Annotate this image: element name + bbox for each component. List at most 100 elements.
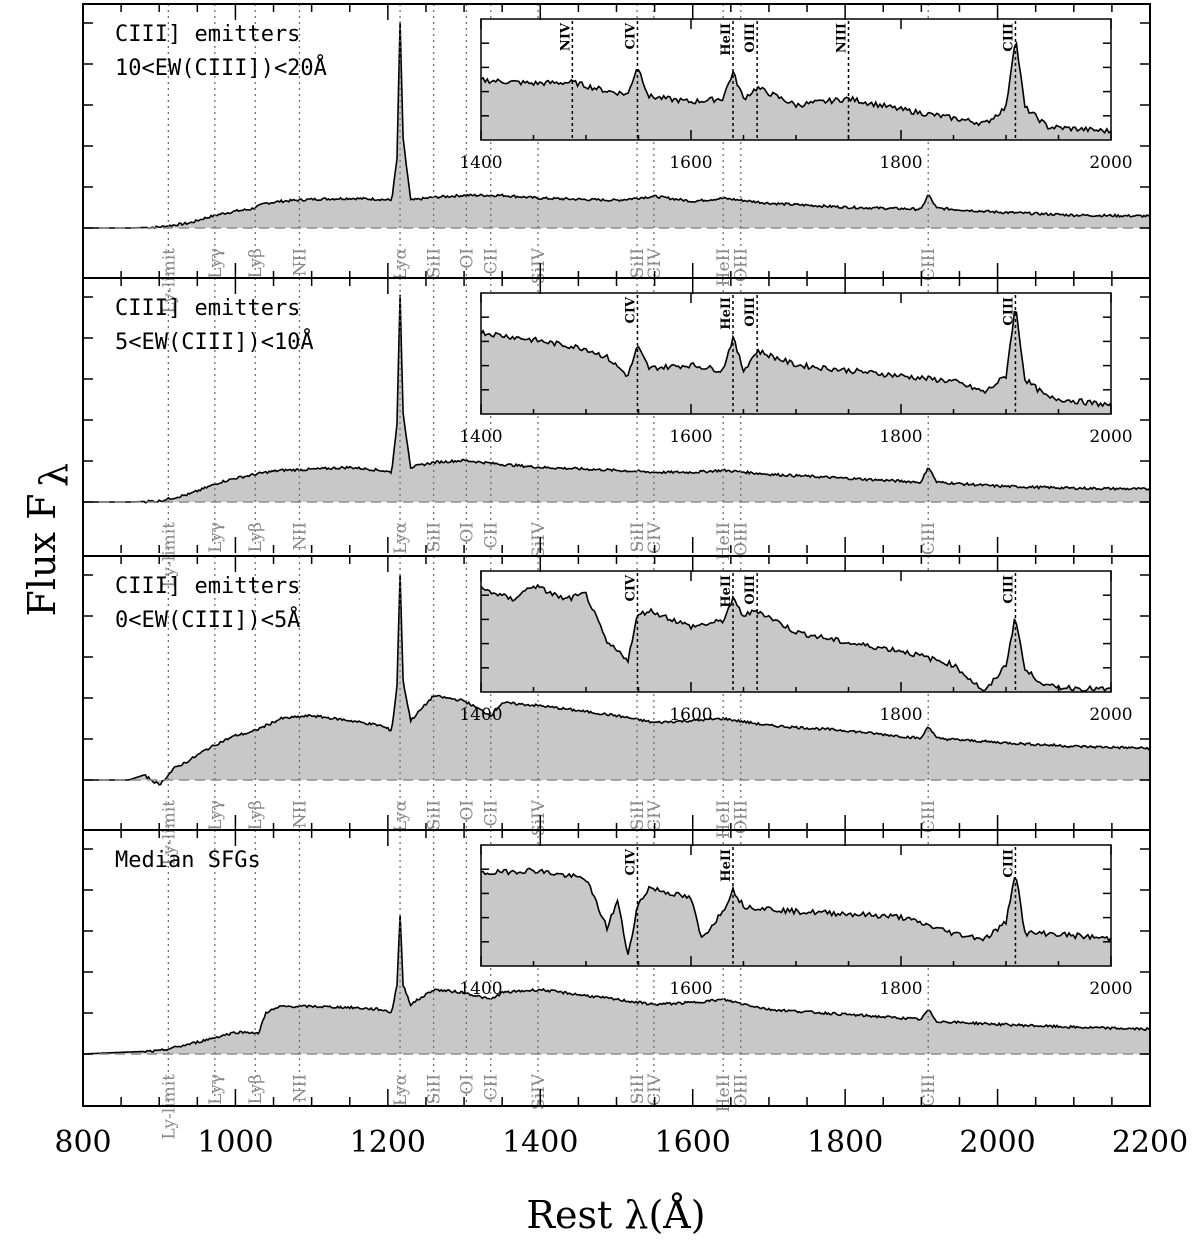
line-marker-label: CII	[482, 1074, 502, 1100]
panel-label-line1: CIII] emitters	[115, 574, 300, 599]
inset-x-tick-label: 2000	[1089, 705, 1132, 725]
y-axis-title-group: Flux F λ	[20, 463, 76, 617]
line-marker-label: CIII	[919, 522, 939, 555]
inset-x-tick-label: 1600	[669, 427, 712, 447]
panel-label-line2: 10<EW(CIII])<20Å	[115, 54, 327, 81]
inset-line-label: CIV	[623, 296, 638, 323]
inset-spectrum-line	[480, 583, 1112, 693]
line-marker-label: Ly-limit	[159, 248, 179, 314]
line-marker-label: NII	[290, 800, 310, 828]
inset-x-tick-label: 1800	[879, 979, 922, 999]
inset-2: CIV HeII OIII CIII 1400 1600 1800 2000	[459, 292, 1133, 447]
inset-x-tick-label: 1400	[459, 979, 502, 999]
line-marker-label: CIII	[919, 1074, 939, 1107]
spectrum-fill	[83, 574, 1150, 785]
x-tick-label: 2200	[1112, 1125, 1188, 1160]
inset-x-tick-label: 2000	[1089, 153, 1132, 173]
inset-x-tick-label: 1800	[879, 705, 922, 725]
inset-line-label: HeII	[719, 575, 734, 608]
inset-x-tick-label: 1400	[459, 427, 502, 447]
line-marker-label: SiIV	[529, 247, 549, 284]
line-marker-label: HeII	[714, 1074, 734, 1112]
spectrum-line	[83, 21, 1151, 230]
inset-spectrum-line	[480, 40, 1112, 135]
x-tick-label: 800	[54, 1125, 111, 1160]
inset-3: CIV HeII OIII CIII 1400 1600 1800 2000	[459, 570, 1133, 725]
line-marker-label: Lyγ	[206, 522, 226, 553]
panel-3: Ly-limit Lyγ Lyβ NII Lyα SiII OI CII SiIV SiIICIV…	[82, 556, 1151, 866]
panel-4: Ly-limit Lyγ Lyβ NII Lyα SiII OI CII SiIV SiIICIV…	[82, 830, 1151, 1140]
line-marker-label: OI	[457, 800, 477, 821]
inset-line-label: HeII	[719, 849, 734, 882]
inset-line-label: CIV	[623, 22, 638, 49]
line-marker-label: CII	[482, 800, 502, 826]
inset-spectrum-fill	[481, 43, 1111, 140]
line-marker-label: OIII	[732, 1074, 752, 1108]
spectrum-line	[83, 294, 1151, 504]
inset-x-tick-label: 1600	[669, 153, 712, 173]
panel-1: Ly-limit Lyγ Lyβ NII Lyα SiII OI CII SiIV SiIICIV…	[82, 4, 1151, 314]
line-marker-label: Lyβ	[246, 800, 266, 830]
line-marker-label: OIII	[732, 248, 752, 282]
line-marker-label: OI	[457, 248, 477, 269]
line-marker-label: CIII	[919, 248, 939, 281]
panel-2: Ly-limit Lyγ Lyβ NII Lyα SiII OI CII SiIV SiIICIV…	[82, 278, 1151, 588]
spectrum-line	[82, 915, 1151, 1055]
y-axis-title-subscript: λ	[32, 463, 76, 487]
inset-spectrum-line	[481, 867, 1112, 955]
panel-label-line1: CIII] emitters	[115, 22, 300, 47]
line-marker-label: Lyα	[391, 799, 411, 832]
line-marker-label: NII	[290, 522, 310, 550]
x-tick-label: 1800	[807, 1125, 883, 1160]
spectrum-fill	[83, 915, 1150, 1054]
line-marker-label: SiII	[425, 248, 445, 279]
line-marker-label: OI	[457, 1074, 477, 1095]
panel-label-line1: CIII] emitters	[115, 296, 300, 321]
x-axis-title: Rest λ(Å)	[526, 1193, 705, 1237]
inset-x-tick-label: 1600	[669, 705, 712, 725]
panel-label-line2: 5<EW(CIII])<10Å	[115, 328, 314, 355]
inset-line-label: CIII	[1001, 575, 1016, 604]
line-marker-label: SiII	[425, 1074, 445, 1105]
line-marker-label: SiIV	[529, 521, 549, 558]
line-marker-label: CIV	[645, 247, 665, 280]
line-marker-label: Ly-limit	[159, 800, 179, 866]
x-tick-label: 1600	[655, 1125, 731, 1160]
panel-label-line2: 0<EW(CIII])<5Å	[115, 606, 300, 633]
x-tick-label: 1400	[502, 1125, 578, 1160]
inset-line-label: CIV	[623, 848, 638, 875]
inset-line-label: NIV	[558, 22, 573, 51]
line-marker-label: CIV	[645, 1073, 665, 1106]
line-marker-label: HeII	[714, 800, 734, 838]
line-marker-label: SiII	[628, 1074, 648, 1105]
spectrum-line	[83, 574, 1151, 786]
inset-x-tick-label: 1800	[879, 427, 922, 447]
inset-x-tick-label: 1400	[459, 153, 502, 173]
inset-x-tick-label: 2000	[1089, 427, 1132, 447]
inset-spectrum-line	[480, 310, 1112, 408]
x-tick-label: 1000	[197, 1125, 273, 1160]
inset-line-label: OIII	[743, 23, 758, 53]
line-marker-label: Lyγ	[206, 800, 226, 831]
line-marker-label: HeII	[714, 248, 734, 286]
inset-x-tick-label: 1400	[459, 705, 502, 725]
inset-line-label: CIII	[1001, 849, 1016, 878]
panel-label-line1: Median SFGs	[115, 848, 261, 873]
line-marker-label: Lyβ	[246, 1074, 266, 1104]
axes-layer: 800 1000 1200 1400 1600 1800 2000 2200	[54, 3, 1188, 1160]
line-marker-label: Lyγ	[206, 1074, 226, 1105]
inset-line-label: OIII	[743, 575, 758, 605]
x-tick-label: 1200	[350, 1125, 426, 1160]
line-marker-label: NII	[290, 1074, 310, 1102]
line-marker-label: SiIV	[529, 1073, 549, 1110]
line-marker-label: NII	[290, 248, 310, 276]
line-marker-label: HeII	[714, 522, 734, 560]
line-marker-label: Ly-limit	[159, 522, 179, 588]
panels-layer: Ly-limit Lyγ Lyβ NII Lyα SiII OI CII SiIV SiIICIV…	[82, 4, 1151, 1140]
line-marker-label: CIII	[919, 800, 939, 833]
line-marker-label: SiII	[628, 248, 648, 279]
inset-spectrum-fill	[481, 868, 1111, 966]
line-marker-label: Lyβ	[246, 522, 266, 552]
line-marker-label: SiII	[425, 522, 445, 553]
